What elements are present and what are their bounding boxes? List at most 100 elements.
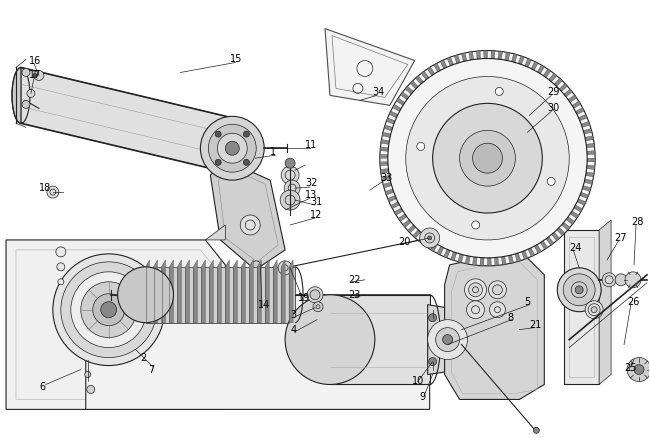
Polygon shape	[562, 222, 570, 230]
Circle shape	[243, 131, 250, 137]
Polygon shape	[473, 257, 477, 265]
Polygon shape	[574, 205, 582, 212]
Text: 29: 29	[547, 88, 560, 97]
Polygon shape	[400, 92, 409, 99]
Polygon shape	[569, 302, 576, 311]
Polygon shape	[396, 98, 405, 106]
Polygon shape	[480, 258, 484, 266]
Polygon shape	[586, 143, 595, 148]
Polygon shape	[382, 132, 391, 138]
Polygon shape	[265, 260, 269, 323]
Circle shape	[58, 279, 64, 285]
Polygon shape	[559, 83, 567, 92]
Text: 18: 18	[39, 183, 51, 193]
Text: 21: 21	[529, 320, 541, 330]
Circle shape	[281, 166, 299, 184]
Polygon shape	[386, 118, 395, 124]
Polygon shape	[410, 81, 418, 89]
Circle shape	[467, 301, 484, 319]
Polygon shape	[99, 258, 105, 266]
Circle shape	[118, 267, 174, 323]
Polygon shape	[498, 51, 502, 60]
Polygon shape	[458, 254, 463, 263]
Polygon shape	[116, 259, 122, 267]
Polygon shape	[112, 353, 118, 361]
Polygon shape	[91, 260, 98, 268]
Circle shape	[81, 282, 136, 338]
Circle shape	[61, 262, 157, 357]
Circle shape	[285, 158, 295, 168]
Polygon shape	[75, 267, 84, 276]
Polygon shape	[588, 272, 596, 281]
Circle shape	[57, 263, 65, 271]
Polygon shape	[382, 176, 390, 180]
Polygon shape	[515, 253, 521, 261]
Polygon shape	[152, 310, 161, 314]
Circle shape	[615, 274, 627, 286]
Circle shape	[84, 371, 91, 378]
Polygon shape	[566, 217, 575, 224]
Text: 34: 34	[372, 88, 384, 97]
Circle shape	[93, 294, 125, 326]
Polygon shape	[395, 208, 403, 215]
Circle shape	[53, 254, 164, 366]
Text: 19: 19	[298, 293, 310, 303]
Polygon shape	[413, 230, 421, 238]
Polygon shape	[58, 321, 68, 328]
Polygon shape	[575, 108, 584, 114]
Polygon shape	[549, 73, 556, 82]
Polygon shape	[137, 270, 146, 279]
Polygon shape	[134, 343, 142, 352]
Polygon shape	[445, 250, 544, 399]
Polygon shape	[427, 67, 435, 75]
Circle shape	[428, 357, 437, 366]
Circle shape	[564, 274, 595, 306]
Polygon shape	[241, 260, 245, 323]
Polygon shape	[72, 341, 81, 350]
Circle shape	[380, 50, 595, 266]
Circle shape	[489, 302, 506, 318]
Text: 32: 32	[305, 178, 317, 188]
Polygon shape	[568, 95, 577, 102]
Polygon shape	[575, 268, 579, 276]
Circle shape	[634, 364, 644, 374]
Polygon shape	[385, 189, 394, 195]
Polygon shape	[501, 256, 506, 265]
Polygon shape	[233, 260, 237, 323]
Circle shape	[575, 286, 583, 294]
Circle shape	[602, 273, 616, 287]
Polygon shape	[585, 300, 593, 310]
Polygon shape	[408, 225, 416, 233]
Polygon shape	[587, 151, 595, 155]
Text: 6: 6	[39, 382, 45, 392]
Polygon shape	[211, 160, 285, 270]
Circle shape	[433, 103, 542, 213]
Circle shape	[215, 131, 221, 137]
Circle shape	[252, 261, 261, 271]
Polygon shape	[577, 199, 586, 205]
Circle shape	[625, 272, 641, 288]
Polygon shape	[380, 169, 389, 173]
Circle shape	[101, 302, 116, 318]
Circle shape	[56, 247, 66, 257]
Polygon shape	[161, 260, 166, 323]
Polygon shape	[450, 252, 457, 261]
Polygon shape	[57, 305, 65, 310]
Polygon shape	[142, 276, 151, 285]
Polygon shape	[566, 270, 573, 279]
Polygon shape	[462, 53, 467, 61]
Polygon shape	[430, 243, 437, 251]
Polygon shape	[469, 52, 474, 60]
Polygon shape	[437, 246, 444, 255]
Polygon shape	[440, 60, 447, 69]
Text: 26: 26	[627, 297, 640, 307]
Text: 2: 2	[140, 353, 147, 363]
Text: 17: 17	[29, 71, 42, 81]
Text: 9: 9	[420, 392, 426, 403]
Circle shape	[240, 215, 260, 235]
Polygon shape	[599, 220, 611, 385]
Polygon shape	[531, 61, 538, 70]
Circle shape	[278, 261, 292, 275]
Polygon shape	[152, 301, 161, 306]
Circle shape	[27, 89, 35, 97]
